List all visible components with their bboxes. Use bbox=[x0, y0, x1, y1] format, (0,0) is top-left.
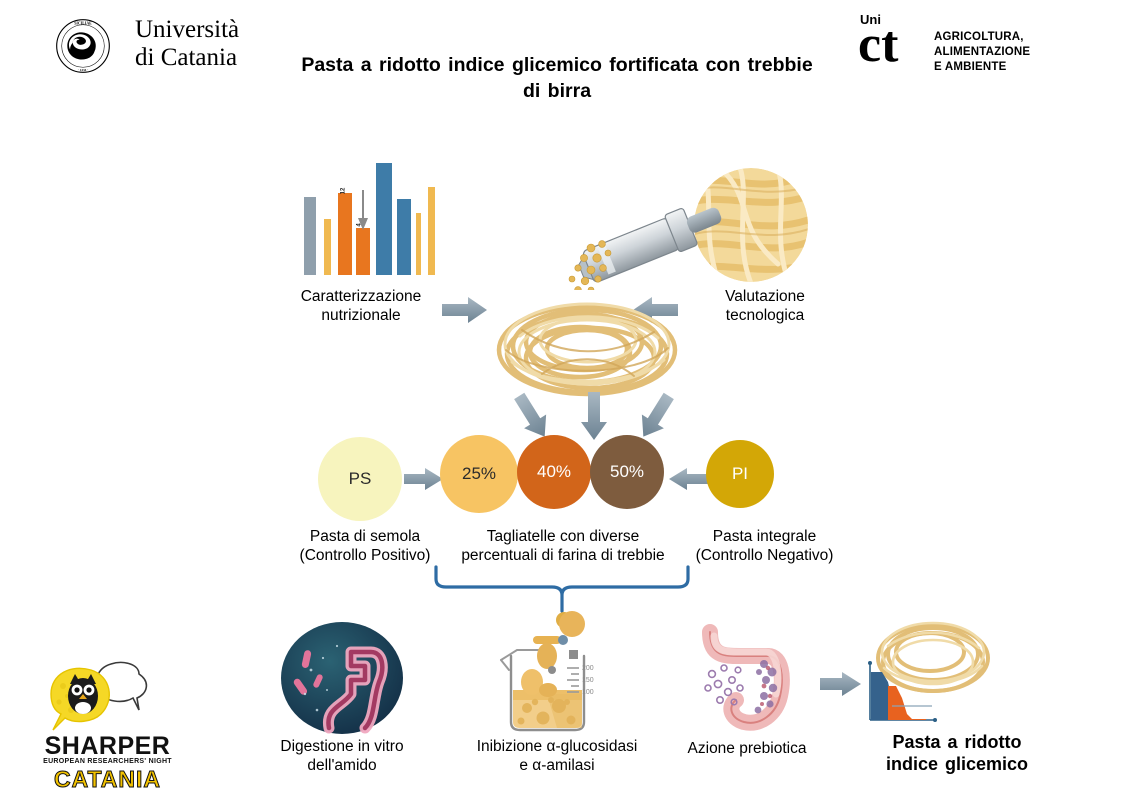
sample-label-40: 40% bbox=[536, 462, 572, 481]
samples-brace bbox=[434, 565, 690, 613]
sample-circle-ps[interactable]: PS bbox=[318, 437, 402, 521]
university-wordmark: Università di Catania bbox=[135, 16, 240, 71]
sharper-subtitle: EUROPEAN RESEARCHERS' NIGHT bbox=[43, 758, 172, 765]
pasta-nest-illustration bbox=[496, 302, 678, 397]
sample-label-25: 25% bbox=[461, 464, 497, 483]
beaker-tick-200: 200 bbox=[582, 665, 594, 672]
intestine-icon bbox=[680, 622, 806, 734]
sharper-wordmark: SHARPER bbox=[44, 732, 171, 760]
sample-caption-left: Pasta di semola (Controllo Positivo) bbox=[299, 528, 431, 564]
barchart-label-high: 12 bbox=[340, 187, 347, 195]
arrow-ps-to-samples-icon bbox=[404, 468, 443, 490]
result-pasta-nest-icon bbox=[876, 621, 990, 693]
arrow-right-to-nest-icon bbox=[442, 297, 487, 323]
department-name: AGRICOLTURA, ALIMENTAZIONE E AMBIENTE bbox=[934, 31, 1031, 73]
pasta-extruder-icon bbox=[568, 207, 722, 290]
technological-evaluation-label: Valutazione tecnologica bbox=[725, 288, 805, 324]
department-logo-ct-text: ct bbox=[858, 16, 899, 73]
department-logo-uni-text: Uni bbox=[860, 12, 881, 27]
bottom-label-prebiotica: Azione prebiotica bbox=[687, 740, 807, 757]
sharper-logo: SHARPER EUROPEAN RESEARCHERS' NIGHT CATA… bbox=[35, 660, 180, 793]
sample-circle-40[interactable]: 40% bbox=[517, 435, 591, 509]
sample-caption-right: Pasta integrale (Controllo Negativo) bbox=[695, 528, 834, 564]
svg-text:· 1434 ·: · 1434 · bbox=[78, 68, 89, 72]
university-seal-icon: SICILIAE · 1434 · bbox=[56, 19, 110, 73]
owl-icon bbox=[68, 674, 98, 714]
sample-circle-50[interactable]: 50% bbox=[590, 435, 664, 509]
sample-caption-center: Tagliatelle con diverse percentuali di f… bbox=[461, 528, 665, 564]
arrow-to-result-icon bbox=[820, 672, 861, 696]
bottom-label-digestione: Digestione in vitro dell'amido bbox=[280, 738, 404, 774]
university-logo: SICILIAE · 1434 · Università di Catania bbox=[55, 16, 335, 76]
sharper-city: CATANIA bbox=[53, 766, 162, 793]
nest-to-samples-arrows bbox=[514, 392, 674, 440]
sample-label-pi: PI bbox=[731, 464, 749, 483]
department-logo: Uni ct AGRICOLTURA, ALIMENTAZIONE E AMBI… bbox=[858, 12, 1108, 74]
page-title: Pasta a ridotto indice glicemico fortifi… bbox=[301, 54, 813, 103]
nutritional-barchart-icon: 12 4 bbox=[300, 160, 435, 275]
svg-text:SICILIAE: SICILIAE bbox=[74, 22, 92, 26]
beaker-tick-100: 100 bbox=[582, 689, 594, 696]
sample-circle-25[interactable]: 25% bbox=[440, 435, 518, 513]
result-decay-chart-icon bbox=[868, 661, 937, 722]
sample-label-ps: PS bbox=[348, 469, 372, 488]
decrease-arrow-icon bbox=[358, 190, 368, 230]
gut-microscope-icon bbox=[279, 622, 405, 734]
beaker-tick-150: 150 bbox=[582, 677, 594, 684]
nutritional-characterization-label: Caratterizzazione nutrizionale bbox=[300, 288, 422, 324]
bottom-label-risultato: Pasta a ridotto indice glicemico bbox=[885, 732, 1029, 774]
sample-circle-pi[interactable]: PI bbox=[706, 440, 774, 508]
sharper-owl-bubble-icon bbox=[50, 661, 148, 731]
beaker-icon: 200 150 100 bbox=[487, 608, 617, 736]
bottom-label-inibizione: Inibizione α-glucosidasi e α-amilasi bbox=[476, 738, 638, 774]
arrow-pi-to-samples-icon bbox=[669, 468, 708, 490]
sample-label-50: 50% bbox=[609, 462, 645, 481]
